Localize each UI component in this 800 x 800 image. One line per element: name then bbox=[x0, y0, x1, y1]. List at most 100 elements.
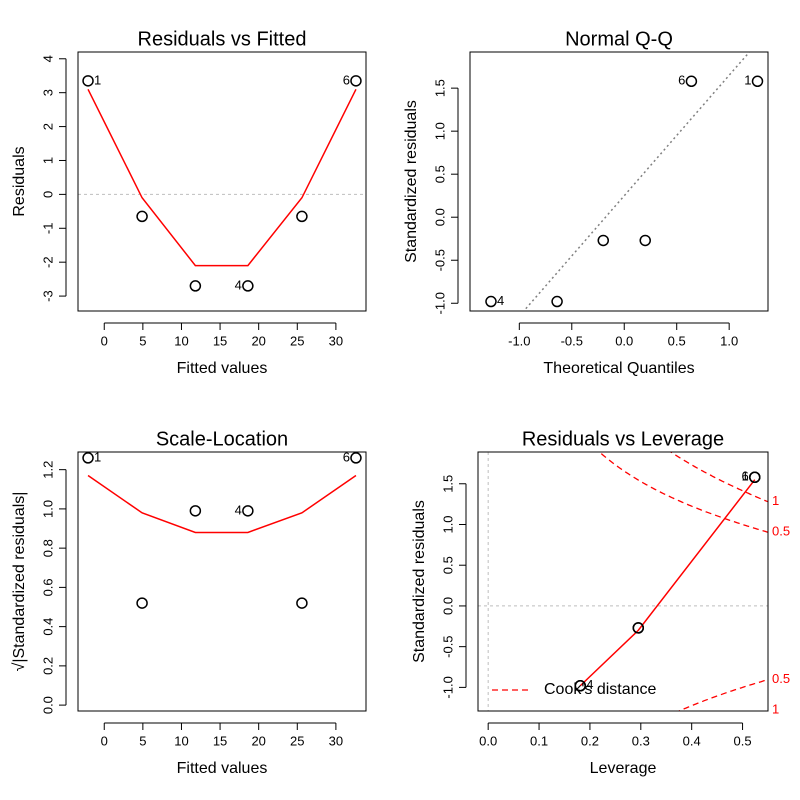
point bbox=[751, 75, 764, 88]
contour-label: 0.5 bbox=[772, 524, 790, 539]
y-axis-label: Residuals bbox=[11, 146, 28, 216]
plot-frame bbox=[469, 51, 769, 312]
x-tick-label: -0.5 bbox=[561, 333, 583, 348]
plot-area bbox=[78, 88, 366, 267]
x-tick-label: 1.0 bbox=[720, 333, 738, 348]
y-tick-label: -1 bbox=[40, 223, 55, 235]
point-label: 1 bbox=[742, 469, 749, 484]
y-tick-label: -0.5 bbox=[432, 249, 447, 271]
point bbox=[574, 680, 587, 692]
y-tick-label: 0.0 bbox=[440, 597, 455, 615]
plot-frame bbox=[77, 51, 367, 312]
cooks-contour bbox=[764, 709, 768, 711]
x-tick-label: 0.5 bbox=[668, 333, 686, 348]
point bbox=[639, 234, 651, 247]
y-axis-label: Standardized residuals bbox=[403, 100, 420, 263]
point-label: 6 bbox=[343, 72, 350, 87]
point bbox=[350, 75, 362, 87]
x-tick-label: 20 bbox=[251, 733, 265, 748]
point-label: 1 bbox=[744, 73, 751, 88]
contour-label: 1 bbox=[772, 702, 779, 717]
x-tick-label: 0.4 bbox=[683, 733, 701, 748]
panel-title: Residuals vs Leverage bbox=[522, 428, 724, 450]
x-tick-label: 0.1 bbox=[530, 733, 548, 748]
y-tick-label: 0.8 bbox=[40, 539, 55, 557]
point-label: 1 bbox=[94, 72, 101, 87]
smooth-line bbox=[579, 479, 756, 687]
point bbox=[82, 75, 94, 87]
plot-frame bbox=[77, 451, 367, 712]
x-tick-label: 15 bbox=[213, 733, 227, 748]
x-axis-label: Theoretical Quantiles bbox=[543, 360, 694, 377]
x-axis-label: Fitted values bbox=[177, 760, 268, 777]
panel-title: Scale-Location bbox=[156, 428, 288, 450]
point bbox=[350, 452, 362, 464]
x-tick-label: -1.0 bbox=[508, 333, 530, 348]
y-tick-label: 1.5 bbox=[432, 79, 447, 97]
smooth-line bbox=[87, 88, 357, 267]
y-tick-label: 2 bbox=[40, 123, 55, 130]
y-tick-label: 4 bbox=[40, 55, 55, 62]
y-tick-label: -1.0 bbox=[432, 292, 447, 314]
point-label: 6 bbox=[742, 469, 749, 484]
x-tick-label: 0.0 bbox=[479, 733, 497, 748]
x-tick-label: 10 bbox=[174, 333, 188, 348]
y-tick-label: 1.2 bbox=[40, 461, 55, 479]
smooth-line bbox=[87, 474, 357, 534]
point-label: 6 bbox=[343, 449, 350, 464]
x-tick-label: 10 bbox=[174, 733, 188, 748]
y-tick-label: 0.5 bbox=[440, 556, 455, 574]
y-tick-label: -2 bbox=[40, 256, 55, 268]
y-tick-label: 1.0 bbox=[432, 122, 447, 140]
panel-title: Normal Q-Q bbox=[565, 28, 673, 50]
point bbox=[242, 505, 254, 517]
point-label: 1 bbox=[94, 449, 101, 464]
point bbox=[189, 505, 202, 517]
y-tick-label: 0 bbox=[40, 191, 55, 198]
point-label: 4 bbox=[497, 293, 504, 308]
x-tick-label: 15 bbox=[213, 333, 227, 348]
x-tick-label: 25 bbox=[290, 333, 304, 348]
y-tick-label: 3 bbox=[40, 89, 55, 96]
y-tick-label: 0.4 bbox=[40, 618, 55, 636]
x-tick-label: 25 bbox=[290, 733, 304, 748]
point bbox=[685, 75, 698, 88]
y-tick-label: 0.0 bbox=[432, 208, 447, 226]
point bbox=[551, 295, 563, 308]
point bbox=[136, 210, 148, 223]
x-tick-label: 5 bbox=[139, 333, 146, 348]
y-tick-label: 0.5 bbox=[432, 165, 447, 183]
y-tick-label: -3 bbox=[40, 290, 55, 302]
point bbox=[485, 295, 497, 308]
y-tick-label: -1.0 bbox=[440, 676, 455, 698]
legend-label: Cook's distance bbox=[544, 681, 657, 698]
x-tick-label: 20 bbox=[251, 333, 265, 348]
y-tick-label: 1.5 bbox=[440, 475, 455, 493]
x-tick-label: 0.2 bbox=[581, 733, 599, 748]
x-axis-label: Leverage bbox=[590, 760, 657, 777]
y-tick-label: 0.2 bbox=[40, 657, 55, 675]
x-tick-label: 0.5 bbox=[734, 733, 752, 748]
x-tick-label: 30 bbox=[329, 733, 343, 748]
x-tick-label: 0 bbox=[101, 733, 108, 748]
x-tick-label: 30 bbox=[329, 333, 343, 348]
x-tick-label: 0.3 bbox=[632, 733, 650, 748]
panel-title: Residuals vs Fitted bbox=[138, 28, 307, 50]
point bbox=[189, 280, 202, 292]
plot-frame bbox=[477, 451, 769, 712]
point-label: 4 bbox=[235, 502, 242, 517]
plot-area bbox=[478, 452, 768, 711]
cooks-contour bbox=[669, 452, 768, 503]
point bbox=[296, 597, 308, 609]
y-tick-label: -0.5 bbox=[440, 635, 455, 657]
cooks-contour bbox=[677, 678, 768, 711]
y-tick-label: 1 bbox=[40, 157, 55, 164]
point-label: 6 bbox=[678, 73, 685, 88]
point bbox=[136, 597, 148, 609]
contour-label: 1 bbox=[772, 493, 779, 508]
y-tick-label: 0.0 bbox=[40, 696, 55, 714]
y-tick-label: 1.0 bbox=[440, 515, 455, 533]
point bbox=[82, 452, 94, 464]
x-tick-label: 0.0 bbox=[615, 333, 633, 348]
